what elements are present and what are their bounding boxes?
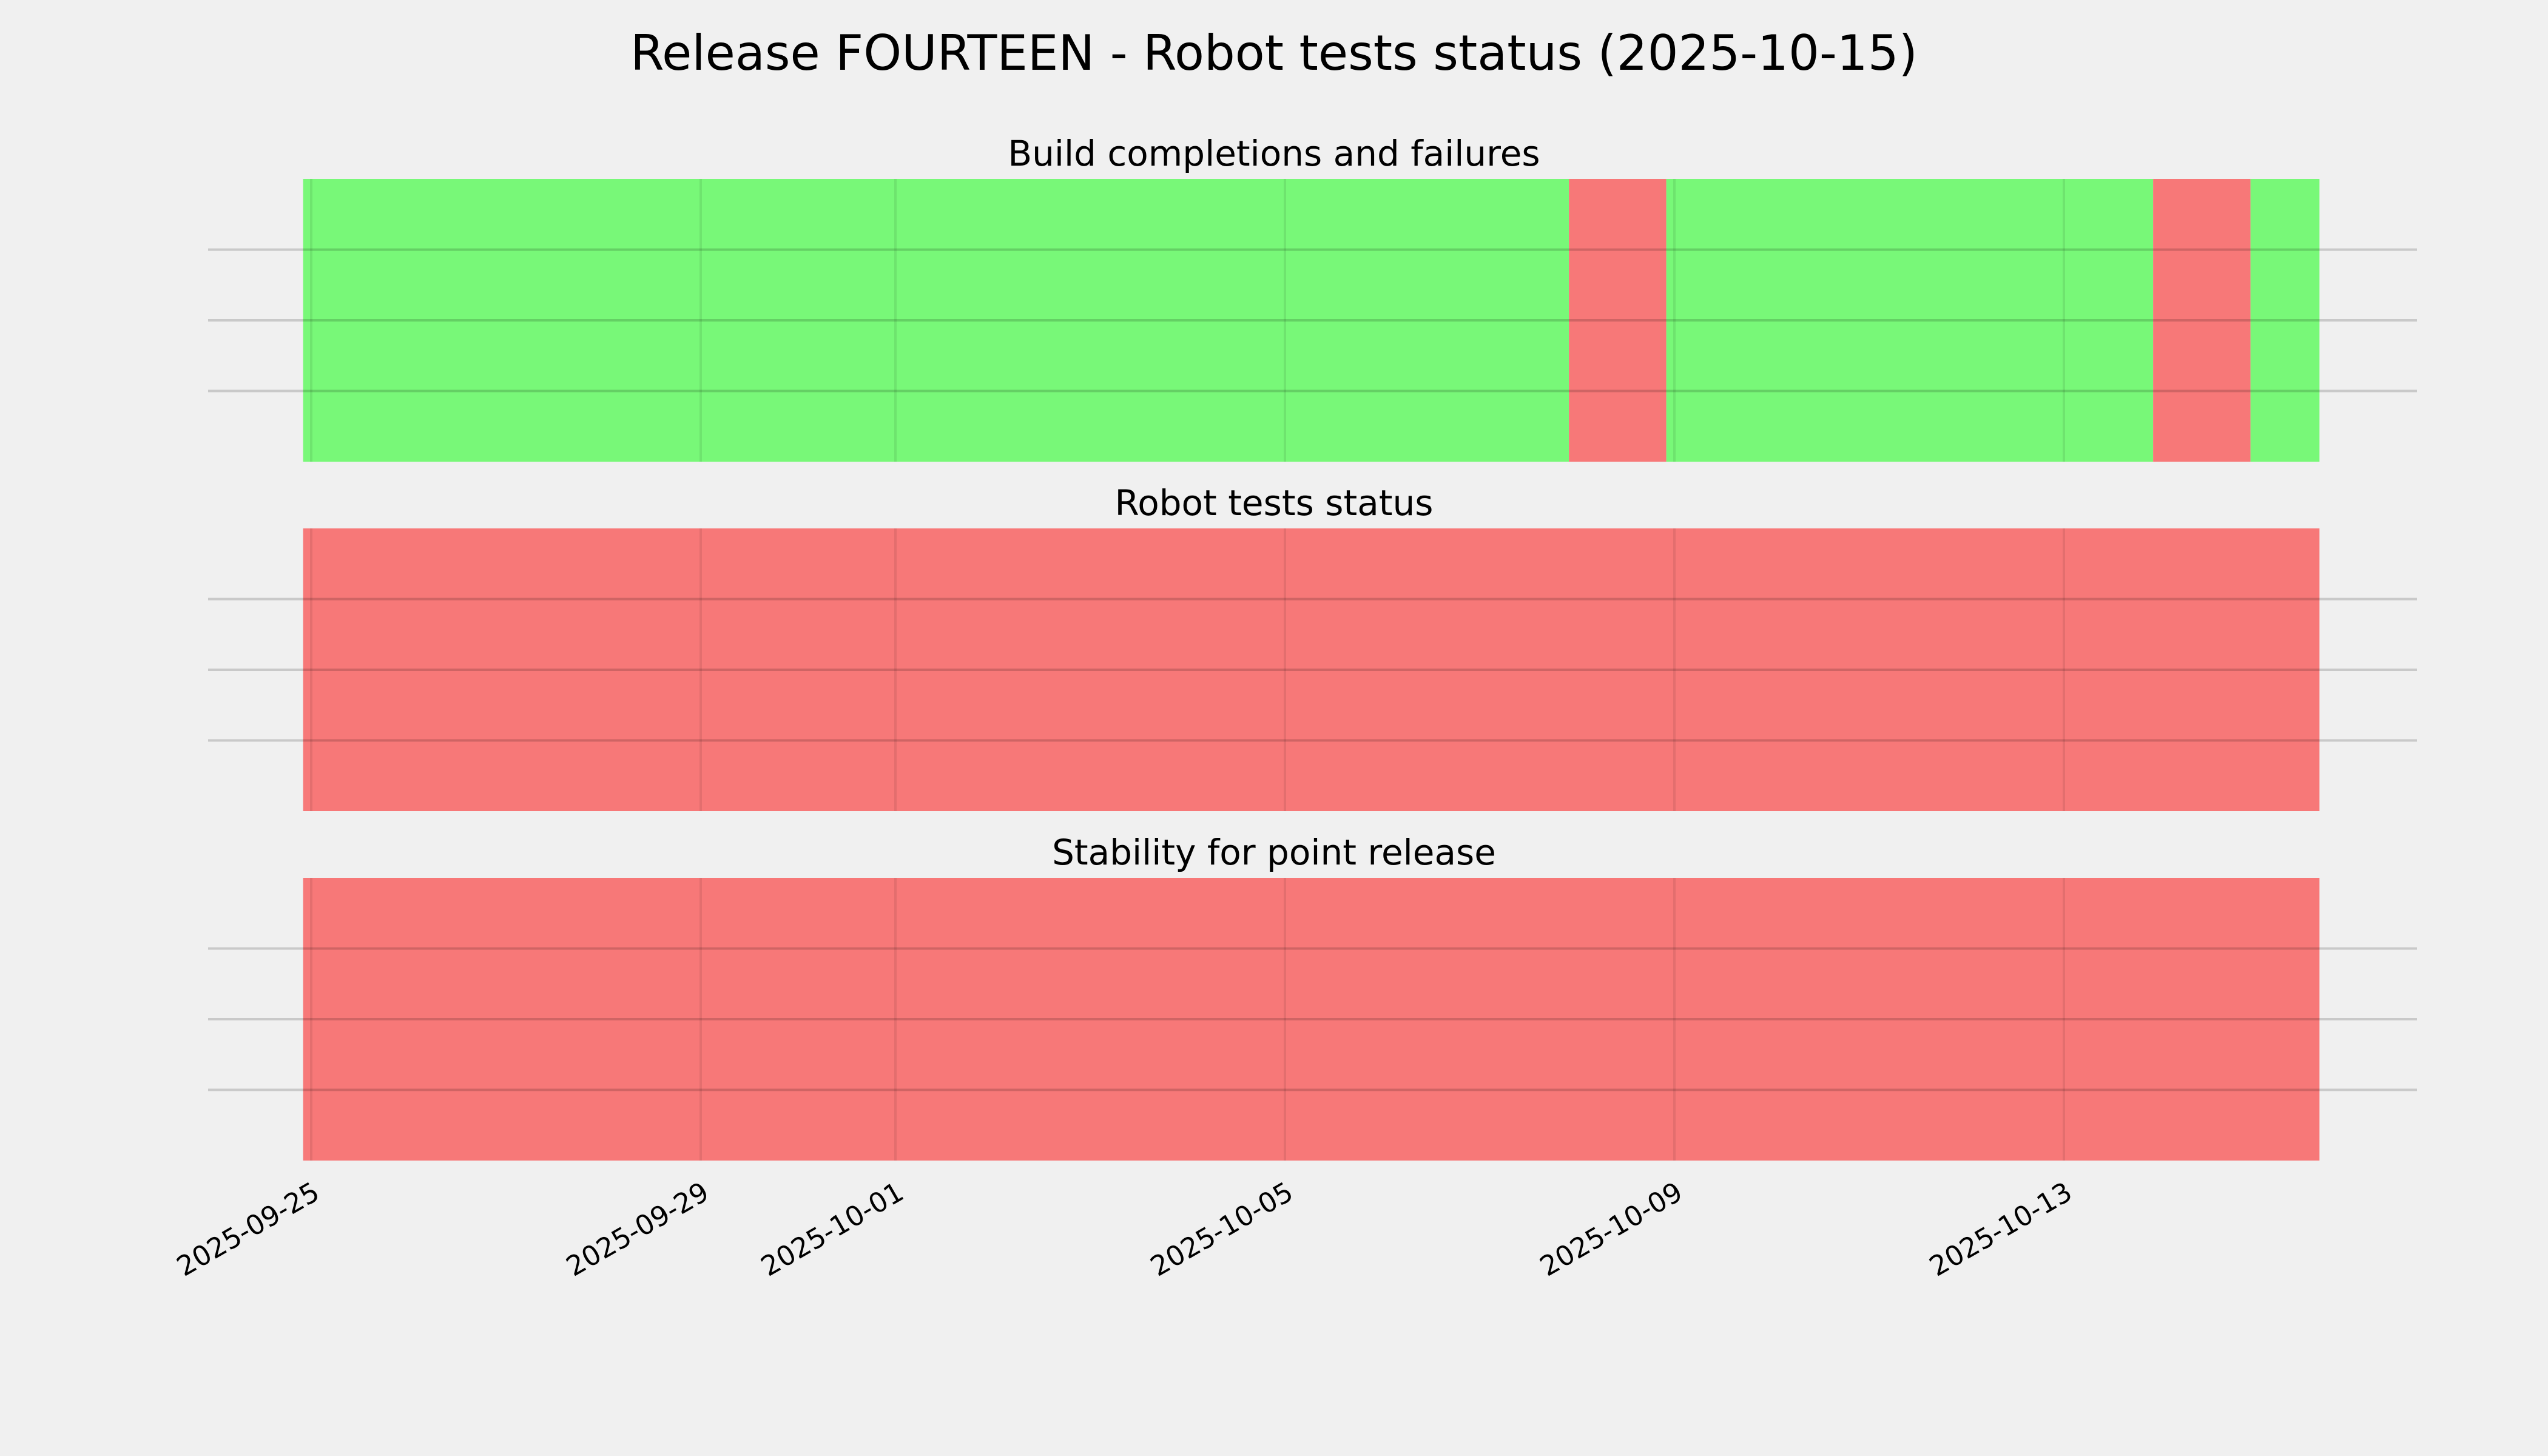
x-tick-label: 2025-10-13 (1924, 1176, 2077, 1283)
x-tick-label: 2025-09-29 (561, 1176, 714, 1283)
segment-fail (303, 528, 2320, 811)
segment-fail (303, 878, 2320, 1161)
segment-pass (303, 179, 1569, 462)
panel-title: Build completions and failures (1008, 133, 1540, 174)
segment-pass (2250, 179, 2320, 462)
panel-3: Stability for point release (208, 832, 2417, 1161)
panel-title: Robot tests status (1115, 482, 1434, 524)
segment-pass (1666, 179, 2154, 462)
x-tick-label: 2025-10-09 (1534, 1176, 1688, 1283)
panel-1: Build completions and failures (208, 133, 2417, 462)
x-tick-label: 2025-09-25 (171, 1176, 325, 1283)
segment-fail (1569, 179, 1667, 462)
x-tick-label: 2025-10-05 (1145, 1176, 1298, 1283)
panel-2: Robot tests status (208, 482, 2417, 811)
chart-title: Release FOURTEEN - Robot tests status (2… (630, 25, 1918, 81)
x-tick-label: 2025-10-01 (755, 1176, 909, 1283)
panel-title: Stability for point release (1052, 832, 1496, 873)
segment-fail (2153, 179, 2251, 462)
